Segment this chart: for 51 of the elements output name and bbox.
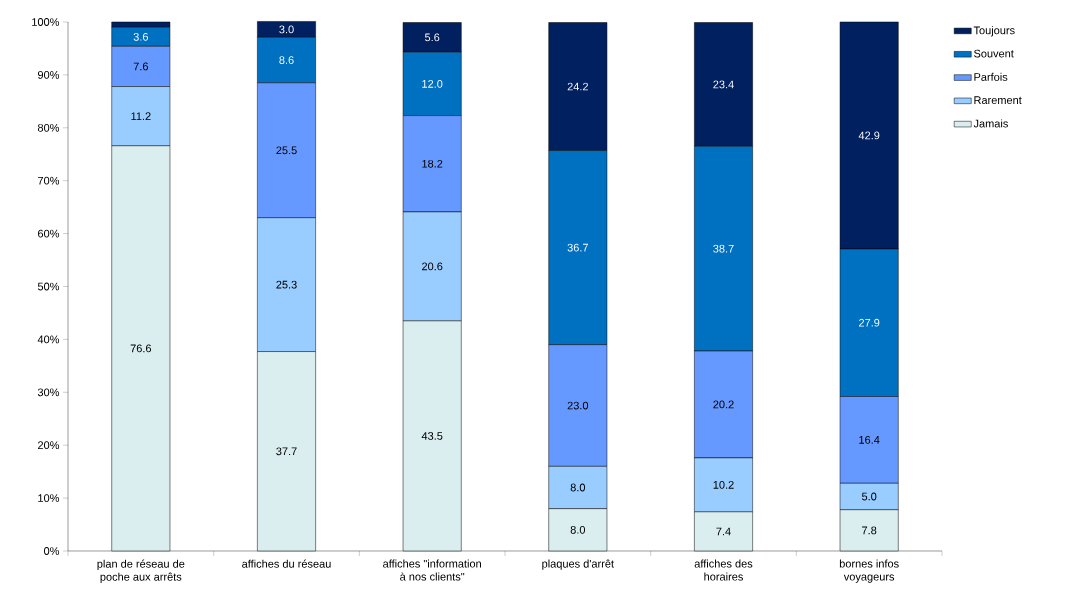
data-label: 12.0: [422, 80, 443, 88]
data-label: 3.0: [279, 25, 294, 34]
y-tick-label: 80%: [37, 123, 60, 132]
data-label: 25.3: [276, 280, 297, 289]
y-tick-label: 0%: [44, 547, 60, 555]
legend-label: Parfois: [974, 72, 1008, 81]
data-label: 37.7: [276, 447, 297, 456]
data-label: 43.5: [421, 432, 443, 440]
data-label: 20.6: [422, 262, 443, 271]
legend-label: Souvent: [974, 49, 1014, 58]
data-label: 16.4: [859, 436, 880, 444]
data-label: 42.9: [858, 131, 880, 140]
data-label: 3.6: [133, 32, 148, 41]
data-label: 27.9: [859, 318, 880, 327]
y-tick-label: 30%: [37, 388, 60, 397]
data-label: 76.6: [130, 344, 152, 353]
data-label: 23.4: [713, 80, 734, 89]
data-label: 20.2: [713, 400, 734, 409]
data-label: 5.6: [424, 33, 440, 42]
legend-label: Toujours: [973, 26, 1015, 37]
x-tick-label: affiches des horaires: [694, 559, 753, 581]
x-tick-label: plaques d'arrêt: [542, 559, 614, 570]
y-tick-label: 40%: [37, 335, 60, 344]
data-label: 11.2: [131, 112, 151, 120]
data-label: 7.4: [716, 527, 731, 536]
y-tick-label: 100%: [32, 18, 60, 26]
x-tick-label: plan de réseau de poche aux arrêts: [97, 559, 185, 583]
x-tick-label: affiches du réseau: [242, 559, 331, 568]
data-label: 23.0: [567, 401, 589, 410]
y-tick-label: 90%: [37, 71, 60, 79]
legend-label: Jamais: [973, 119, 1008, 128]
y-tick-label: 50%: [37, 282, 60, 291]
data-label: 24.2: [567, 82, 588, 91]
data-label: 7.6: [133, 62, 148, 71]
legend-label: Rarement: [974, 96, 1022, 104]
data-label: 38.7: [713, 244, 734, 253]
y-tick-label: 10%: [38, 494, 60, 502]
data-label: 36.7: [567, 243, 588, 252]
data-label: 8.6: [279, 56, 294, 64]
data-label: 8.0: [570, 483, 586, 492]
data-label: 5.0: [861, 492, 877, 501]
data-label: 7.8: [862, 526, 877, 535]
data-label: 8.0: [570, 525, 586, 534]
y-tick-label: 20%: [38, 441, 60, 450]
x-tick-label: bornes infos voyageurs: [839, 559, 899, 583]
data-label: 18.2: [422, 159, 443, 168]
y-tick-label: 70%: [38, 176, 60, 185]
data-label: 10.2: [713, 480, 734, 489]
data-label: 25.5: [276, 146, 297, 155]
y-tick-label: 60%: [38, 229, 60, 238]
x-tick-label: affiches "information à nos clients": [383, 559, 481, 581]
